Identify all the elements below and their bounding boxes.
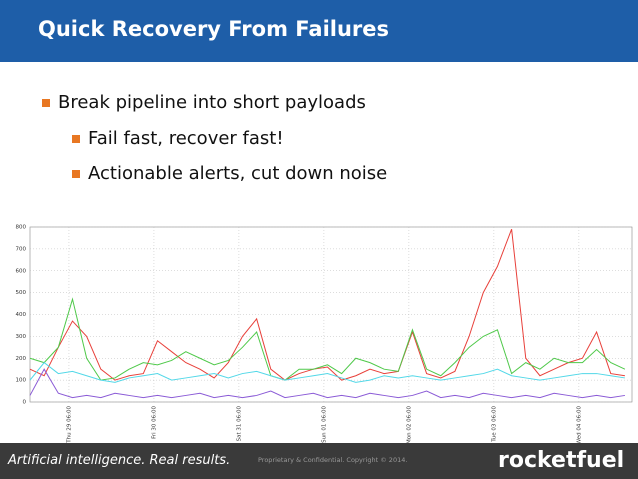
y-tick-label: 800 — [16, 225, 27, 231]
series-line — [29, 361, 625, 383]
title: Quick Recovery From Failures — [38, 17, 390, 41]
x-tick-label: Mon 02 06:00 — [406, 406, 412, 443]
copyright: Proprietary & Confidential. Copyright © … — [258, 456, 408, 464]
x-tick-label: Sun 01 06:00 — [321, 406, 327, 443]
bullet-text: Actionable alerts, cut down noise — [88, 163, 388, 184]
y-tick-label: 500 — [16, 290, 27, 296]
bullet: Fail fast, recover fast! — [72, 128, 284, 149]
chart: 0 100 200 300 400 500 600 700 800 Thu 29 06:00 Fri… — [16, 225, 633, 443]
tagline: Artificial intelligence. Real results. — [8, 453, 231, 468]
series-line — [29, 297, 626, 381]
bullet-text: Break pipeline into short payloads — [58, 92, 366, 113]
x-tick-label: Sat 31 06:00 — [236, 406, 242, 442]
logo: rocketfuel — [498, 448, 625, 473]
y-tick-label: 0 — [23, 400, 27, 406]
bullet-text: Fail fast, recover fast! — [88, 128, 284, 149]
y-tick-label: 600 — [16, 268, 27, 274]
bullet: Actionable alerts, cut down noise — [72, 163, 388, 184]
x-tick-label: Thu 29 06:00 — [66, 406, 72, 443]
y-tick-label: 300 — [16, 334, 27, 340]
x-tick-label: Wed 04 06:00 — [576, 406, 582, 443]
footer: Artificial intelligence. Real results. P… — [0, 443, 638, 479]
y-tick-label: 400 — [16, 312, 27, 318]
x-tick-label: Fri 30 06:00 — [151, 406, 157, 439]
bullet: Break pipeline into short payloads — [42, 92, 366, 113]
series-line — [29, 368, 625, 399]
x-tick-label: Tue 03 06:00 — [491, 406, 497, 443]
y-tick-label: 700 — [16, 246, 27, 252]
y-tick-label: 100 — [16, 378, 27, 384]
y-tick-label: 200 — [16, 356, 27, 362]
header: Quick Recovery From Failures — [0, 0, 638, 62]
series-line — [29, 229, 625, 381]
